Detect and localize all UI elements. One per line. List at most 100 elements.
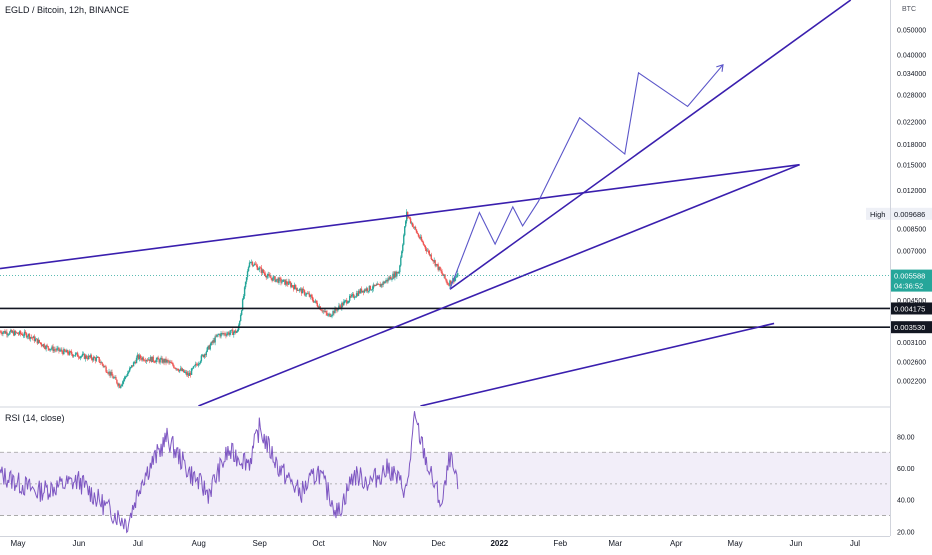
candle-body (266, 275, 268, 278)
candle-body (441, 271, 443, 275)
time-axis-tick-label: Oct (312, 539, 325, 548)
candle-body (170, 362, 172, 363)
candle-body (244, 281, 247, 288)
candle-body (433, 260, 435, 262)
candle-body (250, 261, 253, 263)
candle-body (300, 288, 303, 294)
candle-body (378, 284, 380, 286)
candle-body (410, 222, 413, 224)
candle-body (70, 351, 72, 352)
candle-body (227, 332, 229, 334)
candle-body (16, 332, 19, 334)
candle-body (218, 334, 220, 335)
candle-body (78, 357, 81, 359)
candle-body (200, 355, 203, 362)
rsi-line (0, 411, 459, 534)
candle-body (123, 379, 125, 382)
candle-body (163, 359, 165, 363)
price-axis-tick-label: 0.004500 (897, 298, 926, 305)
candle-body (28, 334, 31, 339)
candle-body (129, 366, 132, 369)
candle-body (276, 278, 278, 280)
candle-body (446, 280, 448, 284)
candle-body (167, 360, 169, 362)
candle-body (141, 357, 144, 360)
candle-body (171, 362, 173, 364)
high-label: High (870, 210, 885, 219)
candle-body (316, 302, 318, 307)
candle-body (362, 290, 365, 293)
candle-body (202, 354, 205, 358)
candle-body (364, 289, 367, 291)
candle-body (439, 266, 441, 271)
candle-body (133, 362, 136, 363)
candle-body (336, 309, 338, 311)
candle-body (111, 372, 113, 376)
candle-body (146, 359, 149, 361)
price-axis-tick-label: 0.007000 (897, 248, 926, 255)
candle-body (53, 349, 55, 352)
candle-body (120, 385, 122, 388)
candle-body (423, 244, 426, 246)
candle-body (456, 276, 458, 278)
candle-body (344, 300, 346, 302)
candle-body (91, 358, 94, 361)
candle-body (124, 376, 126, 380)
candle-body (90, 355, 93, 359)
candle-body (149, 357, 151, 362)
candle-body (334, 307, 336, 314)
candle-body (110, 372, 112, 376)
candle-body (131, 365, 134, 367)
candle-body (259, 267, 262, 269)
candle-body (235, 330, 237, 333)
candle-body (277, 278, 279, 283)
candle-body (357, 290, 360, 296)
candle-body (159, 359, 161, 363)
candle-body (87, 355, 90, 360)
candle-body (320, 309, 322, 311)
candle-body (158, 359, 160, 363)
candle-body (77, 356, 80, 358)
candle-body (351, 294, 354, 295)
candle-body (442, 274, 444, 276)
candle-body (363, 289, 366, 293)
high-label-bg (866, 207, 890, 220)
candle-body (38, 339, 40, 343)
candle-body (153, 361, 155, 362)
candle-body (404, 226, 406, 236)
trendline (198, 163, 800, 406)
candle-body (246, 271, 249, 278)
candle-body (180, 368, 182, 370)
candle-body (230, 330, 232, 333)
candle-body (438, 266, 440, 270)
candle-body (452, 278, 454, 282)
price-axis-tick-label: 0.002200 (897, 378, 926, 385)
candle-body (207, 345, 209, 348)
candle-body (349, 295, 351, 301)
candle-body (29, 336, 32, 339)
candle-body (69, 351, 71, 355)
currency-label: BTC (902, 6, 916, 13)
candle-body (206, 347, 208, 352)
candle-body (214, 336, 216, 343)
candle-body (4, 331, 6, 334)
candle-body (257, 269, 260, 271)
candle-body (366, 288, 369, 292)
candle-body (8, 334, 10, 336)
candle-body (317, 306, 319, 309)
candle-body (425, 248, 428, 252)
candle-body (313, 301, 316, 303)
trendline (420, 322, 775, 406)
candle-body (432, 260, 434, 262)
candle-body (380, 283, 382, 287)
time-axis-tick-label: Jul (133, 539, 143, 548)
candle-body (36, 338, 39, 344)
candle-body (403, 235, 405, 245)
candle-body (157, 357, 159, 360)
candle-body (221, 333, 223, 334)
candle-body (400, 257, 402, 266)
candle-body (430, 254, 432, 260)
candle-body (340, 306, 342, 309)
